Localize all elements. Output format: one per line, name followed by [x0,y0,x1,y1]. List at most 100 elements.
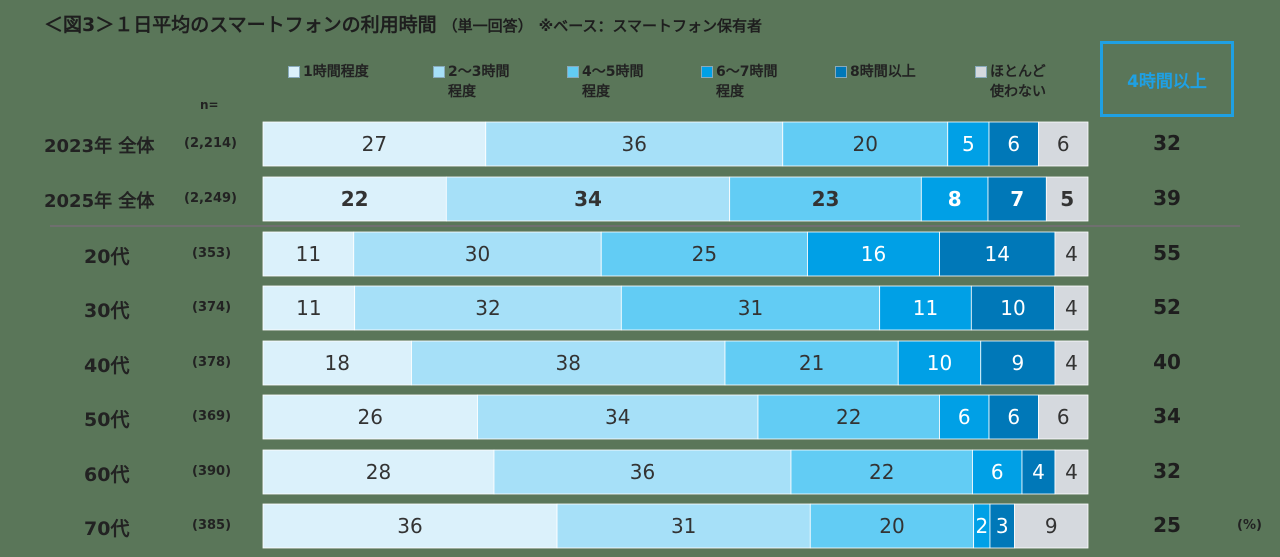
bar-segment [939,231,1056,277]
bar-segment [1038,394,1089,440]
row-label: 20代 [84,246,130,268]
bar-value-label: 4 [1065,460,1078,484]
bar-segment [980,340,1056,386]
bar-value-label: 25 [692,242,717,266]
legend-swatch [567,66,579,78]
bar-segment [411,340,726,386]
legend-swatch [433,66,445,78]
bar-segment [1054,231,1089,277]
bar-segment [262,121,487,167]
row-label: 40代 [84,355,130,377]
row-total-4h-plus: 32 [1153,131,1181,155]
bar-segment [988,394,1039,440]
legend-label: 1時間程度 [303,62,408,82]
row-sample-size: (390) [192,464,232,479]
legend-swatch [835,66,847,78]
bar-value-label: 4 [1032,460,1045,484]
bar-value-label: 20 [879,514,904,538]
chart-title: ＜図3＞１日平均のスマートフォンの利用時間 （単一回答） ※ベース：スマートフォン保… [44,10,762,37]
bar-value-label: 32 [475,296,500,320]
bar-value-label: 18 [325,351,350,375]
divider [50,225,1240,227]
bar-segment [354,285,622,331]
row-label: 50代 [84,409,130,431]
row-sample-size: (378) [192,355,232,370]
bar-value-label: 9 [1012,351,1025,375]
bar-value-label: 31 [738,296,763,320]
row-total-4h-plus: 25 [1153,513,1181,537]
row-total-4h-plus: 40 [1153,350,1181,374]
bar-value-label: 23 [812,187,840,211]
bar-value-label: 4 [1065,296,1078,320]
bar-segment [989,503,1015,549]
bar-value-label: 5 [962,132,975,156]
bar-value-label: 4 [1065,351,1078,375]
bar-value-label: 38 [556,351,581,375]
bar-value-label: 7 [1010,187,1024,211]
bar-value-label: 2 [975,514,988,538]
legend-label-line: ほとんど [990,64,1046,80]
legend-label-line: 使わない [990,84,1046,100]
legend-swatch [975,66,987,78]
bar-segment [939,394,990,440]
bar-value-label: 11 [296,296,321,320]
bar-value-label: 34 [574,187,602,211]
bar-segment [353,231,602,277]
legend-label-line: 6～7時間 [716,64,778,80]
legend-label: ほとんど 使わない [990,62,1095,102]
bar-segment [809,503,975,549]
bar-segment [262,285,356,331]
legend-label: 4～5時間程度 [582,62,687,102]
row-total-4h-plus: 52 [1153,295,1181,319]
bar-value-label: 5 [1060,187,1074,211]
bar-value-label: 31 [671,514,696,538]
row-label: 30代 [84,300,130,322]
bar-value-label: 22 [836,405,861,429]
bar-value-label: 11 [296,242,321,266]
bar-segment [972,449,1023,495]
legend-swatch [288,66,300,78]
n-label: n= [200,98,219,112]
bar-value-label: 8 [948,187,962,211]
bar-value-label: 6 [1007,405,1020,429]
highlight-label: 4時間以上 [1127,71,1207,92]
bar-value-label: 6 [1007,132,1020,156]
legend-label-line: 8時間以上 [850,64,916,80]
bar-segment [988,121,1039,167]
row-label: 2023年 全体 [44,136,155,157]
highlight-header: 4時間以上 [1100,41,1234,117]
bar-value-label: 10 [1000,296,1025,320]
bar-segment [782,121,949,167]
bar-segment [262,394,478,440]
bar-value-label: 34 [605,405,630,429]
row-sample-size: (2,214) [184,136,238,151]
bar-value-label: 11 [913,296,938,320]
bar-value-label: 22 [869,460,894,484]
bar-segment [1054,340,1089,386]
row-total-4h-plus: 34 [1153,404,1181,428]
bar-value-label: 30 [465,242,490,266]
bar-segment [1054,285,1089,331]
row-label: 70代 [84,518,130,540]
bar-value-label: 6 [991,460,1004,484]
bar-segment [262,176,447,222]
legend-label-line: 1時間程度 [303,64,369,80]
row-label: 60代 [84,464,130,486]
row-sample-size: (2,249) [184,191,238,206]
legend-label-line: 程度 [448,84,476,100]
bar-segment [1014,503,1089,549]
legend-label-line: 程度 [582,84,610,100]
bar-value-label: 6 [958,405,971,429]
title-note: ※ベース：スマートフォン保有者 [538,17,763,35]
bar-segment [1054,449,1089,495]
bar-segment [556,503,811,549]
bar-value-label: 10 [927,351,952,375]
legend-label-line: 4～5時間 [582,64,644,80]
legend-label: 8時間以上 [850,62,955,82]
bar-segment [493,449,792,495]
legend-label-line: 2～3時間 [448,64,510,80]
bar-segment [757,394,940,440]
bar-value-label: 36 [622,132,647,156]
bar-value-label: 6 [1057,132,1070,156]
